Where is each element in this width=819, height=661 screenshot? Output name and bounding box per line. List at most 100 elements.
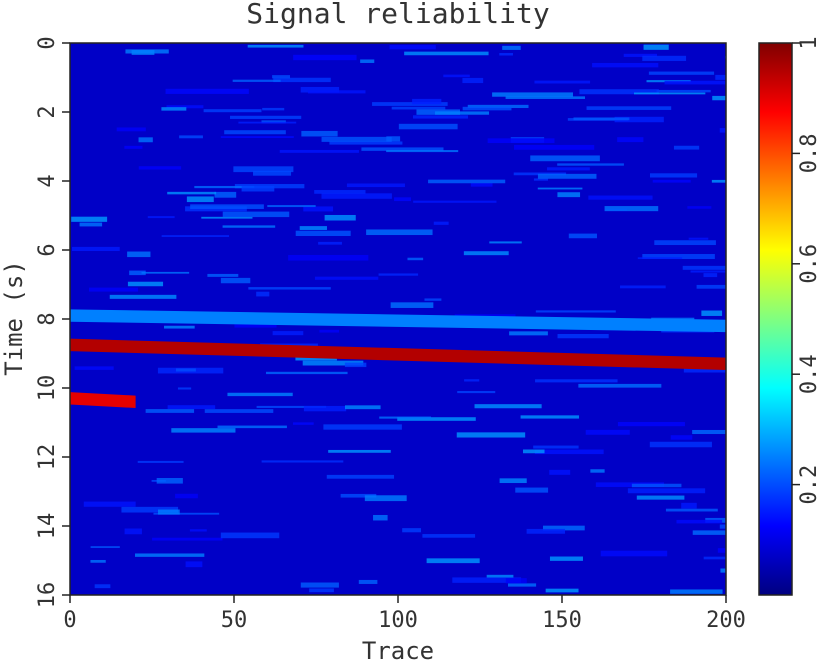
- colorbar-tick-label: 1: [797, 36, 819, 49]
- texture-streak: [514, 144, 595, 150]
- texture-streak: [109, 294, 177, 299]
- y-tick-label: 6: [35, 243, 60, 256]
- texture-streak: [654, 240, 716, 246]
- texture-streak: [386, 136, 401, 142]
- texture-streak: [164, 325, 195, 329]
- texture-streak: [321, 136, 392, 142]
- heatmap-area: [70, 43, 726, 595]
- y-tick-label: 2: [35, 105, 60, 118]
- texture-streak: [134, 553, 205, 557]
- texture-streak: [293, 54, 357, 61]
- texture-streak: [390, 302, 434, 308]
- texture-streak: [534, 449, 604, 455]
- texture-streak: [617, 422, 685, 427]
- texture-streak: [345, 405, 381, 410]
- colorbar-tick-label: 0.6: [797, 244, 819, 284]
- texture-streak: [222, 211, 290, 218]
- texture-streak: [314, 190, 366, 194]
- texture-streak: [426, 558, 480, 564]
- texture-streak: [253, 170, 292, 176]
- texture-streak: [318, 241, 342, 245]
- colorbar: [758, 42, 793, 596]
- x-tick-label: 0: [63, 608, 76, 633]
- texture-streak: [586, 106, 672, 110]
- texture-streak: [398, 123, 458, 130]
- texture-streak: [719, 128, 726, 133]
- texture-streak: [545, 588, 579, 593]
- texture-streak: [295, 357, 337, 361]
- texture-streak: [614, 116, 664, 123]
- texture-streak: [670, 589, 723, 594]
- x-tick-label: 50: [221, 608, 248, 633]
- texture-streak: [156, 478, 183, 484]
- texture-streak: [147, 216, 175, 219]
- texture-streak: [279, 149, 359, 153]
- texture-streak: [127, 281, 164, 287]
- texture-streak: [673, 145, 700, 150]
- texture-streak: [158, 509, 180, 515]
- colorbar-axis: 0.2 0.4 0.6 0.8 1: [792, 36, 819, 504]
- texture-streak: [720, 568, 726, 573]
- texture-streak: [681, 502, 697, 509]
- texture-streak: [711, 179, 726, 183]
- texture-streak: [177, 387, 192, 390]
- texture-streak: [152, 537, 223, 541]
- texture-streak: [167, 405, 216, 410]
- texture-streak: [241, 186, 275, 192]
- y-tick-label: 8: [35, 312, 60, 325]
- texture-streak: [452, 577, 522, 583]
- texture-streak: [509, 331, 548, 336]
- texture-streak: [588, 195, 653, 200]
- texture-streak: [505, 578, 527, 584]
- texture-streak: [314, 276, 379, 280]
- texture-streak: [88, 287, 138, 292]
- texture-streak: [643, 44, 669, 50]
- texture-streak: [505, 96, 586, 99]
- texture-streak: [719, 524, 726, 529]
- texture-streak: [547, 167, 590, 171]
- colorbar-tick-label: 0.8: [797, 134, 819, 174]
- y-axis: 0 2 4 6 8 10 12 14 16: [35, 36, 70, 608]
- texture-streak: [230, 115, 302, 119]
- texture-streak: [520, 415, 580, 419]
- texture-streak: [605, 208, 627, 211]
- texture-streak: [489, 241, 522, 244]
- texture-streak: [397, 417, 476, 421]
- texture-streak: [90, 559, 106, 563]
- texture-streak: [665, 508, 718, 512]
- texture-streak: [462, 77, 484, 84]
- texture-streak: [137, 460, 184, 463]
- texture-streak: [217, 425, 287, 429]
- texture-streak: [627, 488, 706, 494]
- texture-streak: [433, 221, 449, 225]
- texture-streak: [167, 191, 217, 195]
- texture-streak: [664, 80, 726, 85]
- texture-streak: [712, 95, 726, 101]
- texture-streak: [533, 445, 579, 449]
- texture-streak: [372, 102, 448, 106]
- texture-streak: [592, 62, 659, 68]
- texture-streak: [424, 298, 442, 301]
- texture-streak: [267, 205, 316, 208]
- texture-streak: [717, 548, 726, 553]
- texture-streak: [299, 226, 327, 230]
- texture-streak: [153, 512, 220, 515]
- texture-streak: [595, 482, 665, 487]
- texture-streak: [79, 222, 103, 227]
- texture-streak: [74, 366, 114, 370]
- texture-streak: [222, 225, 276, 228]
- texture-streak: [725, 55, 726, 59]
- texture-streak: [507, 583, 537, 587]
- texture-streak: [175, 368, 196, 372]
- texture-streak: [234, 324, 277, 328]
- texture-streak: [301, 130, 338, 137]
- texture-streak: [428, 179, 506, 184]
- texture-streak: [642, 55, 687, 61]
- texture-streak: [165, 88, 249, 94]
- texture-streak: [463, 251, 509, 256]
- texture-streak: [220, 277, 251, 284]
- texture-streak: [321, 193, 392, 199]
- texture-streak: [207, 273, 239, 277]
- texture-streak: [535, 379, 618, 383]
